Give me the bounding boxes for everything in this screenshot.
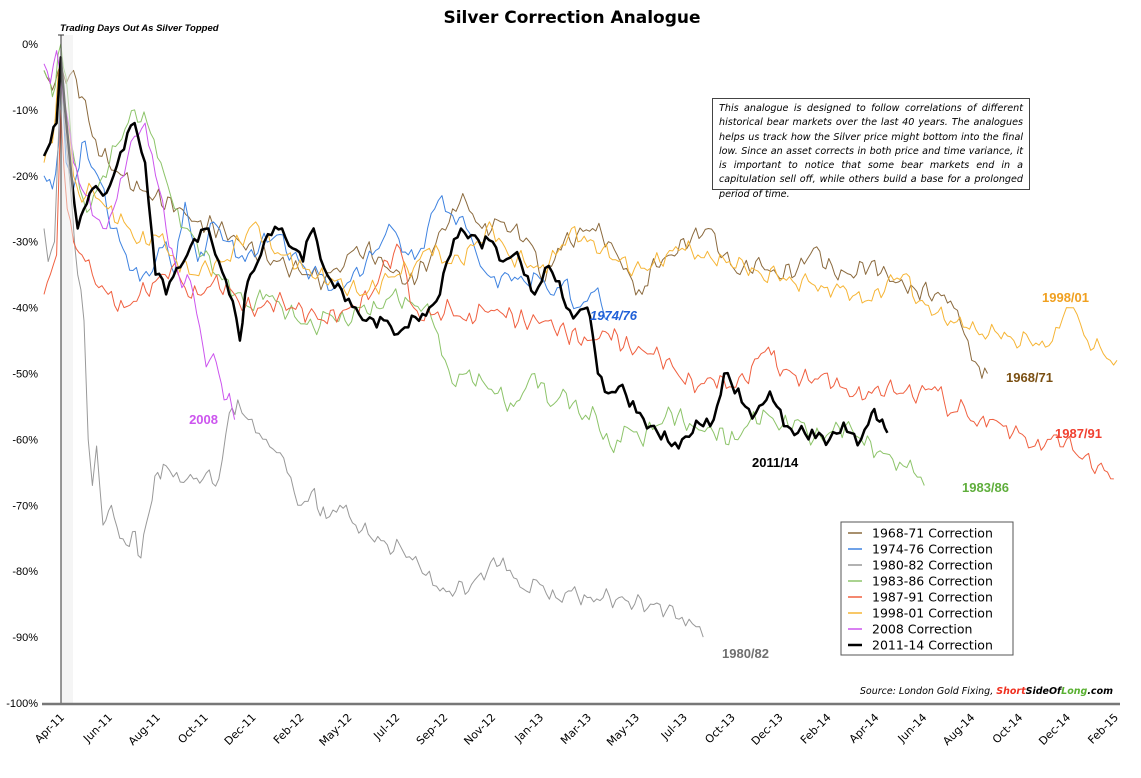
series-line-1974-76 bbox=[43, 63, 609, 322]
y-tick-label: -60% bbox=[12, 434, 38, 446]
source-prefix: Source: London Gold Fixing, bbox=[860, 686, 996, 697]
source-text: Source: London Gold Fixing, ShortSideOfL… bbox=[860, 686, 1113, 697]
y-tick-label: -100% bbox=[6, 698, 38, 710]
y-tick-label: -30% bbox=[12, 237, 38, 249]
x-tick-label: Jun-14 bbox=[895, 711, 930, 746]
x-tick-label: Jun-11 bbox=[80, 711, 115, 746]
x-tick-label: Apr-11 bbox=[32, 711, 67, 746]
x-tick-label: Dec-11 bbox=[222, 711, 259, 748]
top-marker-shadow bbox=[61, 35, 73, 703]
source-brand-part: Long bbox=[1061, 686, 1087, 697]
x-tick-label: Feb-14 bbox=[798, 711, 834, 747]
y-tick-label: -10% bbox=[12, 105, 38, 117]
series-end-label: 1974/76 bbox=[590, 308, 638, 323]
y-tick-label: -20% bbox=[12, 171, 38, 183]
y-tick-label: -90% bbox=[12, 632, 38, 644]
legend-entry: 2008 Correction bbox=[872, 622, 972, 637]
annotation-text: This analogue is designed to follow corr… bbox=[719, 103, 1023, 200]
legend-entry: 1983-86 Correction bbox=[872, 574, 993, 589]
x-tick-label: Feb-15 bbox=[1085, 711, 1121, 747]
series-line-1987-91 bbox=[43, 109, 1114, 480]
legend-entry: 1968-71 Correction bbox=[872, 526, 993, 541]
x-tick-label: Nov-12 bbox=[461, 711, 498, 748]
series-line-1983-86 bbox=[43, 43, 925, 486]
series-end-label: 2011/14 bbox=[752, 455, 799, 470]
x-tick-label: Feb-12 bbox=[271, 711, 307, 747]
x-tick-label: Jul-13 bbox=[658, 711, 690, 743]
legend-entry: 1987-91 Correction bbox=[872, 590, 993, 605]
legend-entry: 2011-14 Correction bbox=[872, 638, 993, 653]
x-tick-label: Apr-14 bbox=[847, 711, 882, 746]
series-end-label: 2008 bbox=[189, 412, 218, 427]
x-axis: Apr-11 Jun-11 Aug-11 Oct-11 Dec-11 Feb-12 May-… bbox=[32, 711, 1121, 749]
y-axis: 0% -10% -20% -30% -40% -50% -60% -70% -80% -90% -1… bbox=[6, 39, 38, 710]
x-tick-label: May-12 bbox=[317, 711, 355, 749]
x-tick-label: Oct-11 bbox=[175, 711, 210, 746]
series-line-1980-82 bbox=[43, 76, 704, 638]
x-tick-label: Mar-13 bbox=[558, 711, 594, 747]
x-tick-label: Jan-13 bbox=[512, 711, 547, 746]
chart-title: Silver Correction Analogue bbox=[443, 8, 700, 28]
legend-entry: 1974-76 Correction bbox=[872, 542, 993, 557]
x-tick-label: Sep-12 bbox=[414, 711, 451, 748]
source-brand-part: Short bbox=[996, 686, 1026, 697]
y-tick-label: -80% bbox=[12, 566, 38, 578]
chart-subtitle: Trading Days Out As Silver Topped bbox=[60, 23, 219, 34]
annotation-box: This analogue is designed to follow corr… bbox=[712, 98, 1030, 200]
x-tick-label: Jul-12 bbox=[370, 711, 402, 743]
x-tick-label: May-13 bbox=[604, 711, 642, 749]
x-tick-label: Oct-14 bbox=[990, 711, 1025, 746]
legend-entry: 1980-82 Correction bbox=[872, 558, 993, 573]
series-layer bbox=[42, 43, 1118, 638]
series-end-label: 1987/91 bbox=[1055, 426, 1102, 441]
source-brand-part: .com bbox=[1087, 686, 1113, 697]
legend-box bbox=[840, 521, 1014, 656]
series-end-label: 1968/71 bbox=[1006, 370, 1053, 385]
series-end-label: 1983/86 bbox=[962, 480, 1009, 495]
y-tick-label: 0% bbox=[22, 39, 38, 51]
series-line-2011-14 bbox=[42, 55, 889, 450]
series-line-1998-01 bbox=[43, 56, 1118, 366]
y-tick-label: -50% bbox=[12, 369, 38, 381]
x-tick-label: Aug-11 bbox=[126, 711, 163, 748]
x-tick-label: Dec-13 bbox=[749, 711, 786, 748]
series-end-label: 1998/01 bbox=[1042, 290, 1089, 305]
series-labels: 1968/71 1974/76 1980/82 1983/86 1987/91 1998/… bbox=[189, 290, 1102, 661]
x-tick-label: Aug-14 bbox=[940, 711, 977, 748]
y-tick-label: -40% bbox=[12, 303, 38, 315]
axis-lines bbox=[42, 34, 1120, 706]
source-brand-part: SideOf bbox=[1026, 686, 1063, 697]
source-credit: Source: London Gold Fixing, ShortSideOfL… bbox=[860, 686, 1113, 697]
legend-entry: 1998-01 Correction bbox=[872, 606, 993, 621]
x-tick-label: Dec-14 bbox=[1036, 711, 1073, 748]
x-tick-label: Oct-13 bbox=[702, 711, 737, 746]
series-end-label: 1980/82 bbox=[722, 646, 769, 661]
series-line-1968-71 bbox=[43, 63, 988, 379]
series-line-2008 bbox=[43, 50, 236, 420]
y-tick-label: -70% bbox=[12, 500, 38, 512]
